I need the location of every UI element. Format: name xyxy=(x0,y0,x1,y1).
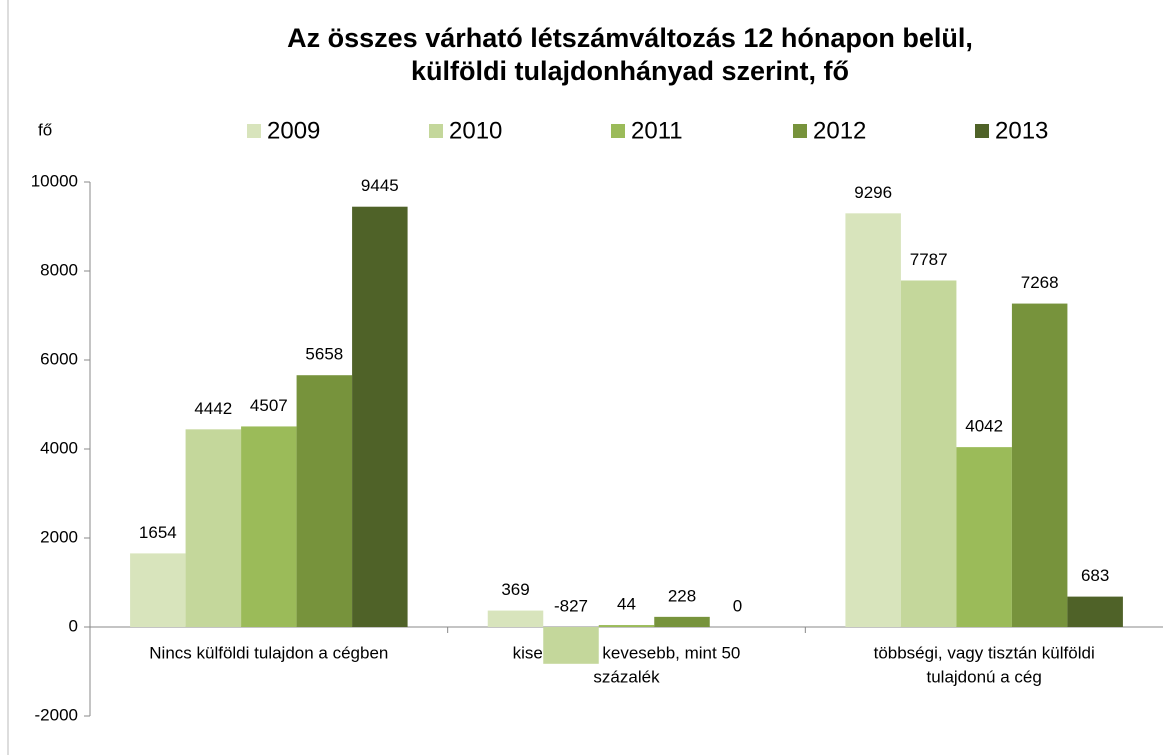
legend-swatch xyxy=(975,124,989,138)
value-label: 1654 xyxy=(139,523,177,542)
y-tick-label: 10000 xyxy=(31,171,78,190)
x-tick-label: Nincs külföldi tulajdon a cégben xyxy=(149,643,388,662)
bar xyxy=(845,213,901,627)
value-label: 4507 xyxy=(250,396,288,415)
legend-swatch xyxy=(793,124,807,138)
value-label: -827 xyxy=(554,596,588,615)
bar xyxy=(241,426,297,627)
bar xyxy=(296,375,353,627)
value-label: 5658 xyxy=(305,345,343,364)
chart-title: külföldi tulajdonhányad szerint, fő xyxy=(411,56,849,86)
value-label: 44 xyxy=(617,595,636,614)
bar xyxy=(1067,596,1123,627)
legend-label: 2011 xyxy=(631,117,683,144)
y-tick-label: 0 xyxy=(69,616,78,635)
legend-swatch xyxy=(247,124,261,138)
value-label: 9296 xyxy=(854,183,892,202)
y-axis-label: fő xyxy=(38,120,52,139)
value-label: 7268 xyxy=(1021,273,1059,292)
bar xyxy=(130,553,186,627)
legend-label: 2009 xyxy=(267,117,320,144)
value-label: 0 xyxy=(733,596,742,615)
bar xyxy=(900,280,957,627)
x-tick-label: százalék xyxy=(593,667,660,686)
value-label: 4042 xyxy=(965,417,1003,436)
y-tick-label: -2000 xyxy=(35,705,78,724)
bar xyxy=(956,447,1012,627)
value-label: 369 xyxy=(501,580,529,599)
y-tick-label: 2000 xyxy=(40,527,78,546)
y-tick-label: 8000 xyxy=(40,260,78,279)
legend-swatch xyxy=(611,124,625,138)
legend-label: 2010 xyxy=(449,117,502,144)
y-tick-label: 4000 xyxy=(40,438,78,457)
legend-label: 2013 xyxy=(995,117,1048,144)
legend-label: 2012 xyxy=(813,117,866,144)
value-label: 683 xyxy=(1081,566,1109,585)
chart-title: Az összes várható létszámváltozás 12 hón… xyxy=(287,23,973,53)
bar xyxy=(1011,303,1068,627)
bar xyxy=(543,627,599,664)
value-label: 4442 xyxy=(194,399,232,418)
bar xyxy=(352,206,408,627)
bar xyxy=(185,429,242,627)
x-tick-label: többségi, vagy tisztán külföldi xyxy=(874,643,1095,662)
legend-swatch xyxy=(429,124,443,138)
bar xyxy=(487,610,544,627)
bar xyxy=(598,625,655,627)
value-label: 9445 xyxy=(361,176,399,195)
x-tick-label: tulajdonú a cég xyxy=(927,667,1042,686)
value-label: 7787 xyxy=(910,250,948,269)
y-tick-label: 6000 xyxy=(40,349,78,368)
bar xyxy=(654,616,710,627)
value-label: 228 xyxy=(668,586,696,605)
